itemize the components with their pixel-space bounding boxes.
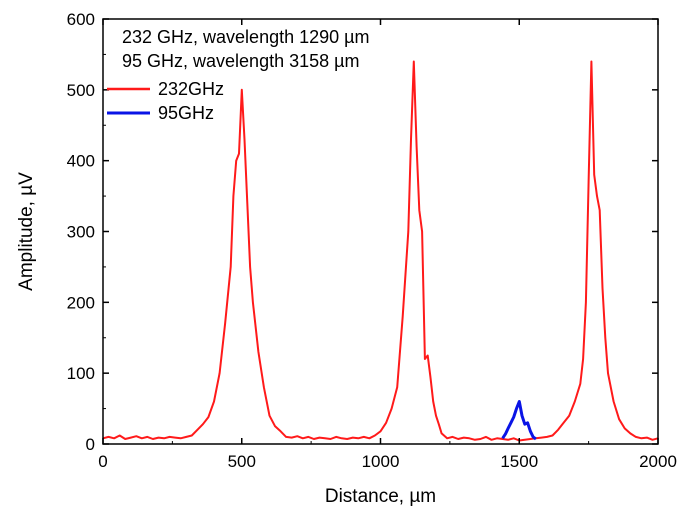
y-tick-label: 0 [86,435,95,454]
legend-label-232ghz: 232GHz [158,79,224,99]
y-tick-label: 500 [67,81,95,100]
legend-label-95ghz: 95GHz [158,103,214,123]
y-tick-label: 600 [67,10,95,29]
x-tick-label: 1500 [500,452,538,471]
x-tick-label: 1000 [362,452,400,471]
x-axis-title: Distance, µm [325,486,436,507]
y-tick-label: 100 [67,364,95,383]
y-tick-label: 400 [67,152,95,171]
annotation-95ghz: 95 GHz, wavelength 3158 µm [122,51,360,71]
x-tick-label: 0 [98,452,107,471]
ticks-layer: 0 500 1000 1500 2000 0 100 200 300 400 500 600 [67,10,677,471]
series-layer [102,60,659,442]
x-tick-label: 500 [228,452,256,471]
annotation-232ghz: 232 GHz, wavelength 1290 µm [122,27,370,47]
legend: 232GHz 95GHz [107,79,224,123]
y-tick-label: 200 [67,293,95,312]
series-line-232ghz [102,60,659,442]
series-line-95ghz [501,400,537,441]
x-tick-label: 2000 [639,452,677,471]
y-axis-title: Amplitude, µV [16,172,37,291]
y-tick-label: 300 [67,223,95,242]
